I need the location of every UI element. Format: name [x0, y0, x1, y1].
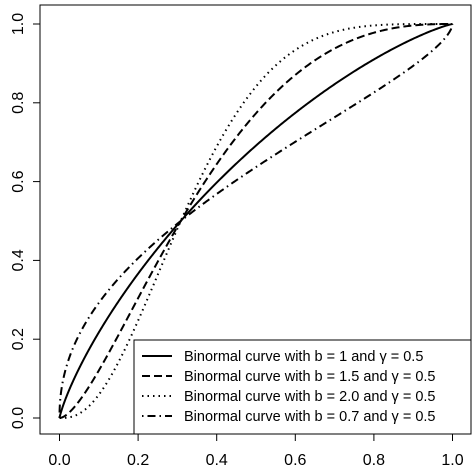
- series-line-2: [59, 23, 453, 419]
- x-tick-label: 1.0: [441, 452, 463, 469]
- legend-label-3: Binormal curve with b = 2.0 and γ = 0.5: [184, 389, 435, 405]
- x-tick-label: 0.8: [363, 452, 385, 469]
- x-tick-label: 0.6: [284, 452, 306, 469]
- legend-label-1: Binormal curve with b = 1 and γ = 0.5: [184, 349, 423, 365]
- y-tick-label: 0.2: [10, 328, 27, 350]
- x-tick-label: 0.0: [48, 452, 70, 469]
- curves: [58, 23, 454, 419]
- series-line-1: [58, 23, 453, 419]
- legend: Binormal curve with b = 1 and γ = 0.5 Bin…: [133, 339, 472, 435]
- y-tick-label: 0.8: [10, 92, 27, 114]
- axes: 0.0 0.2 0.4 0.6 0.8 1.0 0.0 0.2 0.4 0.6 0.8 1.0: [10, 13, 464, 469]
- series-line-3: [59, 23, 453, 419]
- legend-label-4: Binormal curve with b = 0.7 and γ = 0.5: [184, 409, 435, 425]
- x-tick-label: 0.4: [206, 452, 228, 469]
- y-tick-label: 1.0: [10, 13, 27, 35]
- y-tick-label: 0.0: [10, 407, 27, 429]
- series-line-4: [58, 23, 454, 418]
- y-tick-label: 0.6: [10, 170, 27, 192]
- legend-box: [133, 339, 472, 435]
- y-tick-label: 0.4: [10, 249, 27, 271]
- x-tick-label: 0.2: [127, 452, 149, 469]
- legend-label-2: Binormal curve with b = 1.5 and γ = 0.5: [184, 369, 435, 385]
